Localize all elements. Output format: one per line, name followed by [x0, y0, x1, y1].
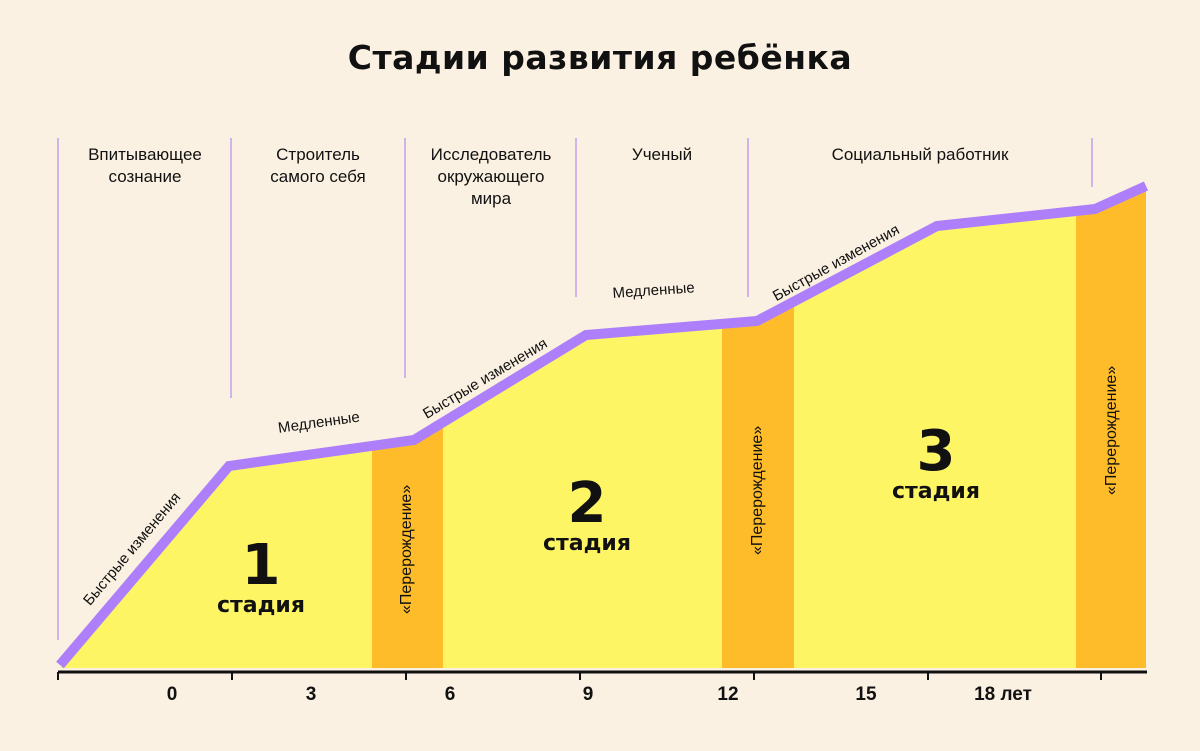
period-label-social-worker: Социальный работник: [831, 145, 1009, 164]
growth-line: [56, 181, 1149, 669]
stage-area: [60, 190, 1146, 668]
period-label-absorbent-mind: Впитывающее сознание: [88, 145, 202, 186]
rebirth-label-1: «Перерождение»: [398, 484, 415, 614]
page-title: Стадии развития ребёнка: [347, 38, 853, 77]
rebirth-label-3: «Перерождение»: [1103, 365, 1120, 495]
x-tick-label: 18 лет: [974, 684, 1032, 705]
x-tick-label: 15: [855, 684, 877, 705]
x-tick-label: 12: [717, 684, 739, 705]
rebirth-label-2: «Перерождение»: [749, 425, 766, 555]
x-tick-label: 9: [582, 684, 594, 705]
stage-1-label: 1 стадия: [217, 533, 305, 618]
period-dividers: [57, 138, 1093, 640]
x-axis: [57, 670, 1147, 680]
x-tick-label: 6: [444, 684, 456, 705]
stage-3-label: 3 стадия: [892, 419, 980, 504]
period-label-scientist: Ученый: [631, 145, 693, 164]
rebirth-band-2: [722, 190, 794, 668]
period-label-self-builder: Строитель самого себя: [270, 145, 366, 186]
x-tick-label: 3: [305, 684, 317, 705]
stage-2-label: 2 стадия: [543, 471, 631, 556]
period-label-explorer: Исследователь окружающего мира: [430, 145, 552, 208]
x-tick-label: 0: [166, 684, 178, 705]
rebirth-band-3: [1076, 190, 1146, 668]
